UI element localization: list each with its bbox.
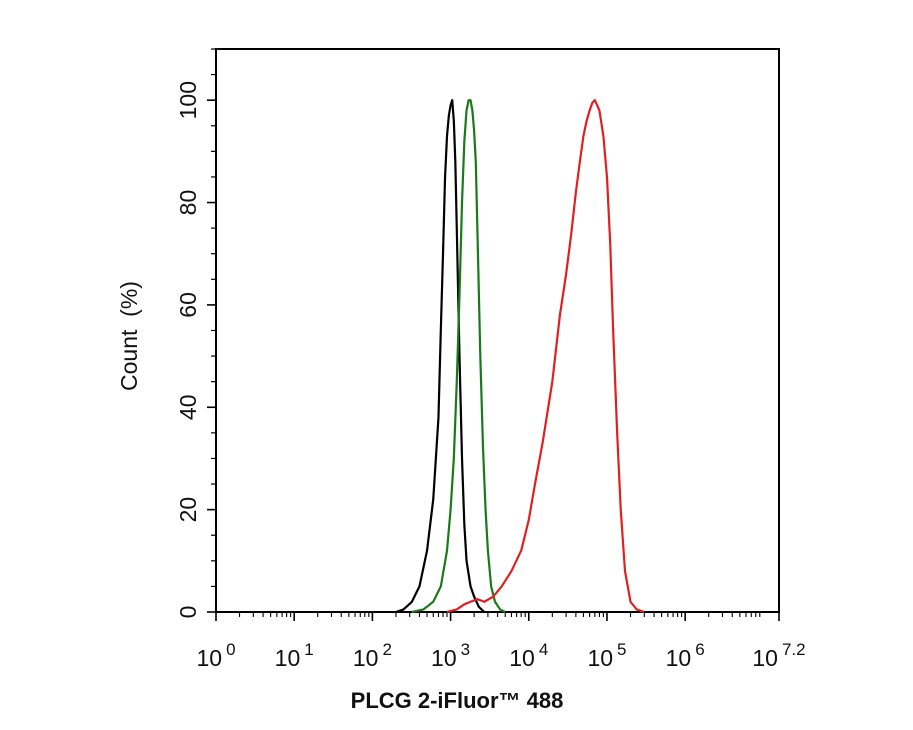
x-tick-label: 10 2 xyxy=(353,640,392,671)
y-tick-label: 100 xyxy=(175,81,201,119)
y-axis-ticks: 0 20 40 60 80 100 xyxy=(175,81,216,618)
x-tick-label: 10 4 xyxy=(509,640,548,671)
x-tick-label: 10 7.2 xyxy=(752,640,805,671)
y-tick-label: 60 xyxy=(175,292,201,318)
y-tick-label: 80 xyxy=(175,190,201,216)
series-1-line xyxy=(411,99,506,614)
x-minor-ticks xyxy=(238,612,761,617)
x-tick-label: 10 0 xyxy=(196,640,235,671)
y-tick-label: 20 xyxy=(175,497,201,523)
x-axis-ticks: 10 0 10 1 10 2 10 3 10 4 10 5 10 6 10 7.2 xyxy=(196,612,806,671)
series-0-line xyxy=(395,99,486,614)
y-minor-ticks xyxy=(211,48,216,588)
x-tick-label: 10 6 xyxy=(666,640,705,671)
plot-frame xyxy=(215,48,780,613)
series-2-line xyxy=(446,99,645,614)
x-tick-label: 10 5 xyxy=(587,640,626,671)
y-tick-label: 40 xyxy=(175,394,201,420)
x-tick-label: 10 1 xyxy=(275,640,314,671)
x-axis-title: PLCG 2-iFluor™ 488 xyxy=(351,688,564,713)
x-tick-label: 10 3 xyxy=(431,640,470,671)
series-layer xyxy=(395,99,645,614)
y-axis-title: Count (%) xyxy=(116,281,142,391)
y-tick-label: 0 xyxy=(175,606,201,619)
